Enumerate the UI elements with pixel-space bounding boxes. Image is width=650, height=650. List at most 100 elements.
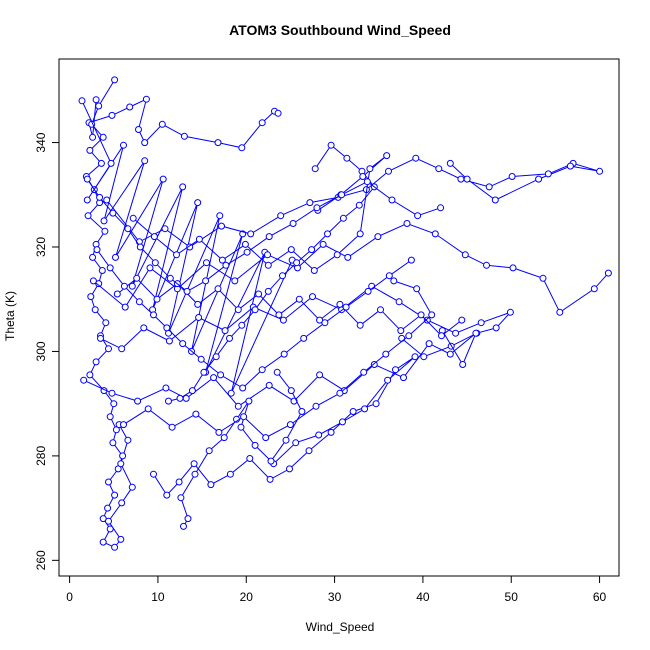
data-point [390,277,398,285]
data-point [150,311,157,319]
data-point [222,261,230,269]
data-point [417,311,425,319]
data-point [262,434,270,442]
series-line [180,371,303,527]
data-point [117,460,125,468]
data-point [274,109,282,117]
data-point [135,298,143,306]
data-point [144,405,152,413]
data-point [370,361,378,368]
data-point [96,193,104,201]
data-point [267,457,275,465]
data-point [279,316,287,324]
data-point [180,522,187,530]
data-series [80,327,480,410]
x-tick-label: 20 [240,590,254,604]
data-point [106,413,114,421]
data-point [218,222,225,230]
y-tick-label: 340 [34,132,48,152]
data-point [173,251,180,259]
data-point [106,525,114,533]
y-tick-label: 300 [34,341,48,361]
data-point [102,319,110,327]
data-point [289,220,297,227]
data-point [188,387,196,395]
data-point [92,96,100,104]
x-tick-label: 0 [66,590,73,604]
data-point [258,119,266,127]
series-line [81,100,293,394]
chart-title: ATOM3 Southbound Wind_Speed [229,22,451,38]
data-point [184,515,192,523]
data-point [282,436,290,444]
data-point [146,264,154,272]
data-point [166,274,174,282]
data-point [163,324,171,332]
data-point [103,196,111,204]
data-point [264,251,271,259]
series-line [123,280,433,439]
data-point [483,261,490,269]
data-series [93,246,415,392]
data-point [89,133,97,141]
data-point [287,246,295,254]
data-point [382,350,390,358]
data-point [111,76,119,84]
data-point [109,439,117,447]
data-point [180,132,188,140]
data-point [313,204,321,212]
data-point [492,324,500,332]
data-point [177,494,185,502]
data-point [231,277,239,285]
data-point [241,240,249,248]
data-point [113,290,121,298]
data-point [349,408,357,415]
data-point [321,319,329,327]
data-point [87,293,95,301]
data-point [129,214,137,222]
data-point [590,285,598,293]
data-point [118,345,126,353]
data-point [472,329,480,337]
data-point [124,225,132,233]
data-series [103,154,604,251]
data-point [159,175,167,183]
data-point [183,287,191,295]
data-point [438,332,445,340]
data-point [118,499,126,507]
data-point [78,97,86,105]
x-tick-label: 40 [416,590,430,604]
data-point [298,408,306,415]
data-point [245,397,253,405]
data-point [596,167,604,175]
series-line [132,155,388,272]
data-point [377,306,384,314]
data-point [150,233,158,241]
data-point [407,256,415,264]
data-point [277,212,285,220]
data-point [309,293,316,301]
data-point [425,340,433,348]
data-series [85,95,282,152]
data-point [234,306,242,314]
data-point [98,267,106,274]
data-point [214,285,222,293]
data-point [428,311,436,319]
data-point [106,264,114,272]
data-point [327,141,335,149]
data-point [128,483,136,491]
data-point [265,233,273,241]
data-point [273,368,281,376]
data-point [84,212,92,220]
data-point [463,175,471,183]
data-point [423,316,431,324]
data-point [459,361,467,368]
data-series [150,353,419,499]
data-point [336,300,344,308]
data-point [344,253,352,261]
data-point [120,421,127,429]
data-point [120,141,127,149]
data-point [535,175,543,183]
data-point [111,543,119,551]
x-tick-label: 30 [328,590,342,604]
